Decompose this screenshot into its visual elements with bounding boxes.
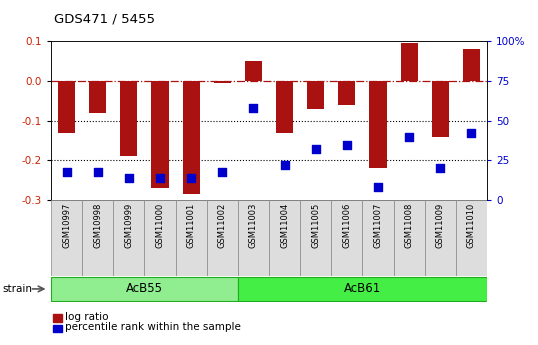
Text: GSM10999: GSM10999	[124, 203, 133, 248]
Text: GDS471 / 5455: GDS471 / 5455	[54, 12, 155, 25]
Text: GSM11005: GSM11005	[311, 203, 320, 248]
Bar	[276, 81, 293, 132]
Bar	[152, 81, 168, 188]
Text: GSM11007: GSM11007	[373, 203, 383, 248]
Point	[62, 169, 71, 174]
Text: log ratio: log ratio	[65, 312, 108, 322]
Bar	[89, 81, 107, 113]
Point	[405, 134, 413, 139]
Bar	[393, 200, 424, 276]
Bar	[363, 200, 393, 276]
Bar	[331, 200, 363, 276]
Text: GSM11000: GSM11000	[155, 203, 165, 248]
Point	[436, 166, 444, 171]
Text: GSM11008: GSM11008	[405, 203, 414, 248]
Bar	[400, 43, 417, 81]
Bar	[175, 200, 207, 276]
Text: GSM11001: GSM11001	[187, 203, 196, 248]
Bar	[182, 81, 200, 194]
Text: GSM11009: GSM11009	[436, 203, 445, 248]
Text: GSM11010: GSM11010	[467, 203, 476, 248]
Point	[94, 169, 102, 174]
Point	[187, 175, 195, 181]
Bar	[58, 81, 75, 132]
Bar	[51, 200, 82, 276]
Bar	[307, 81, 324, 109]
Bar	[300, 200, 331, 276]
Text: GSM11002: GSM11002	[218, 203, 227, 248]
Point	[249, 105, 258, 111]
Text: AcB61: AcB61	[344, 283, 381, 295]
Bar	[431, 81, 449, 137]
Point	[343, 142, 351, 147]
Point	[312, 147, 320, 152]
Bar	[424, 200, 456, 276]
Bar	[463, 49, 480, 81]
Bar	[238, 200, 269, 276]
Text: strain: strain	[3, 284, 33, 294]
Bar	[238, 277, 487, 302]
Text: GSM10998: GSM10998	[93, 203, 102, 248]
Text: GSM11004: GSM11004	[280, 203, 289, 248]
Bar	[145, 200, 175, 276]
Text: GSM11003: GSM11003	[249, 203, 258, 248]
Bar	[114, 200, 145, 276]
Text: AcB55: AcB55	[126, 283, 163, 295]
Point	[155, 175, 164, 181]
Bar	[338, 81, 356, 105]
Bar	[214, 81, 231, 83]
Bar	[269, 200, 300, 276]
Point	[373, 185, 382, 190]
Text: GSM10997: GSM10997	[62, 203, 71, 248]
Text: percentile rank within the sample: percentile rank within the sample	[65, 322, 240, 332]
Point	[125, 175, 133, 181]
Bar	[207, 200, 238, 276]
Point	[467, 131, 476, 136]
Bar	[51, 277, 238, 302]
Bar	[121, 81, 138, 156]
Text: GSM11006: GSM11006	[342, 203, 351, 248]
Bar	[456, 200, 487, 276]
Point	[280, 162, 289, 168]
Point	[218, 169, 226, 174]
Bar	[245, 61, 262, 81]
Bar	[370, 81, 386, 168]
Bar	[82, 200, 114, 276]
